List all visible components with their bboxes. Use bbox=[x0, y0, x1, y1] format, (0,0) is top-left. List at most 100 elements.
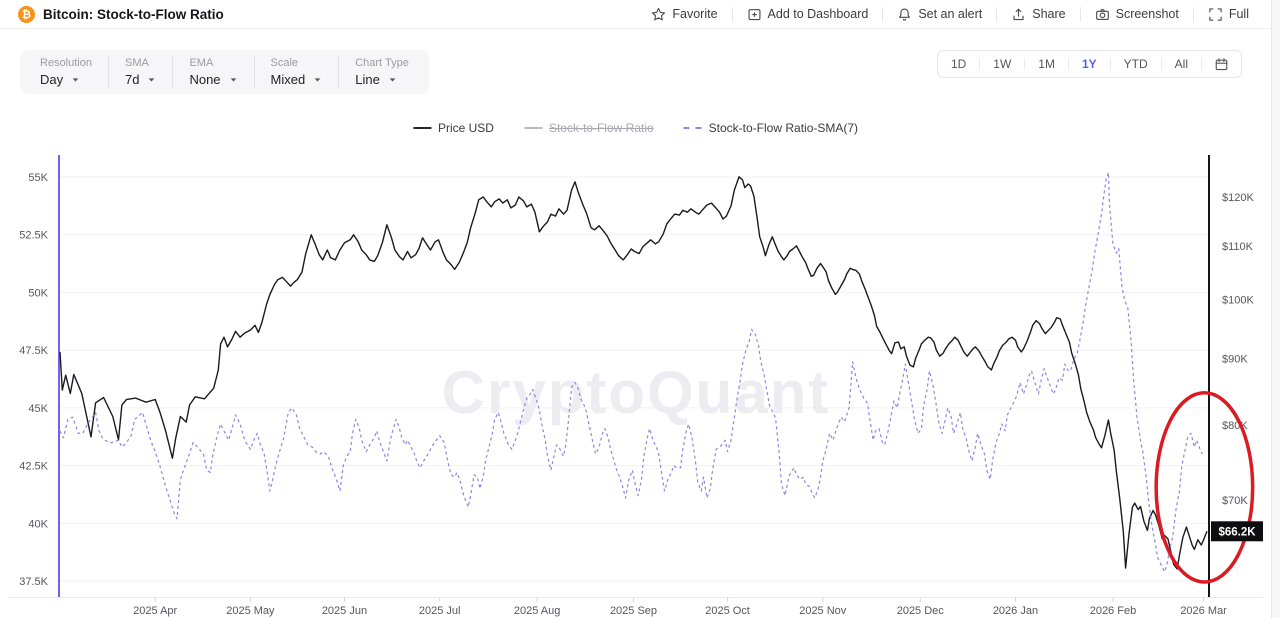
control-sma[interactable]: SMA 7d bbox=[107, 56, 172, 88]
divider bbox=[731, 6, 733, 22]
last-price-label: $66.2K bbox=[1218, 526, 1256, 538]
caret-down-icon bbox=[72, 77, 79, 82]
divider bbox=[1067, 58, 1069, 70]
action-screenshot[interactable]: Screenshot bbox=[1081, 7, 1193, 22]
star-icon bbox=[652, 7, 666, 20]
action-label: Set an alert bbox=[918, 7, 983, 21]
legend-item-stock-to-flow-ratio-sma-7-[interactable]: Stock-to-Flow Ratio-SMA(7) bbox=[683, 121, 859, 135]
left-axis-label: 45K bbox=[28, 403, 48, 415]
control-value: 7d bbox=[125, 72, 156, 87]
control-label: Resolution bbox=[40, 57, 92, 69]
caret-down-icon bbox=[230, 77, 236, 82]
control-value: Day bbox=[40, 72, 92, 87]
divider bbox=[1024, 58, 1026, 70]
divider bbox=[882, 6, 884, 22]
control-resolution[interactable]: Resolution Day bbox=[24, 56, 108, 88]
right-axis-label: $110K bbox=[1222, 241, 1254, 253]
left-axis-label: 42.5K bbox=[19, 461, 48, 473]
range-option-1m[interactable]: 1M bbox=[1038, 57, 1055, 71]
left-axis-label: 40K bbox=[28, 518, 48, 530]
control-ema[interactable]: EMA None bbox=[172, 56, 253, 88]
last-price-badge bbox=[1211, 521, 1263, 542]
bell-icon bbox=[899, 8, 911, 21]
share-icon bbox=[1013, 8, 1024, 20]
price-line bbox=[59, 176, 1208, 570]
right-axis-label: $100K bbox=[1222, 294, 1254, 306]
legend-label: Stock-to-Flow Ratio bbox=[548, 121, 654, 135]
range-selector: 1D 1W 1M 1Y YTD All bbox=[936, 50, 1242, 78]
divider bbox=[1201, 58, 1202, 70]
legend-label: Price USD bbox=[437, 121, 494, 135]
range-option-all[interactable]: All bbox=[1174, 57, 1188, 71]
header-actions: Favorite Add to Dashboard Set an alert Shar… bbox=[637, 6, 1263, 22]
control-value: Mixed bbox=[271, 72, 323, 87]
date-picker-button[interactable] bbox=[1202, 57, 1241, 72]
caret-down-icon bbox=[314, 77, 321, 82]
legend-item-stock-to-flow-ratio[interactable]: Stock-to-Flow Ratio bbox=[523, 121, 654, 135]
legend-item-price-usd[interactable]: Price USD bbox=[412, 121, 494, 135]
x-axis-label: 2025 Oct bbox=[705, 605, 750, 617]
title-group: ₿ Bitcoin: Stock-to-Flow Ratio bbox=[18, 5, 224, 23]
action-full[interactable]: Full bbox=[1194, 7, 1263, 22]
sma-line bbox=[59, 171, 1203, 573]
action-label: Add to Dashboard bbox=[767, 7, 869, 21]
x-axis-label: 2025 Aug bbox=[514, 605, 561, 617]
x-axis-label: 2025 Jul bbox=[419, 605, 461, 617]
control-scale[interactable]: Scale Mixed bbox=[253, 56, 339, 88]
legend-swatch bbox=[412, 127, 431, 129]
x-axis-label: 2026 Jan bbox=[993, 605, 1038, 617]
action-share[interactable]: Share bbox=[997, 7, 1079, 22]
range-option-1y[interactable]: 1Y bbox=[1081, 57, 1097, 71]
control-value: Line bbox=[355, 72, 409, 87]
x-axis-label: 2025 Sep bbox=[610, 605, 657, 617]
toolbar-row: Resolution Day SMA 7d EMA None Scale Mixed Chart… bbox=[0, 29, 1271, 94]
action-set-an-alert[interactable]: Set an alert bbox=[883, 7, 996, 22]
action-label: Share bbox=[1032, 7, 1066, 21]
divider bbox=[1160, 58, 1162, 70]
legend-swatch bbox=[523, 127, 542, 129]
x-axis-label: 2025 Jun bbox=[322, 605, 367, 617]
left-axis-label: 47.5K bbox=[19, 345, 48, 357]
control-label: Scale bbox=[270, 57, 299, 69]
action-label: Favorite bbox=[672, 7, 718, 21]
caret-down-icon bbox=[149, 77, 155, 82]
x-axis-label: 2025 Dec bbox=[897, 605, 945, 617]
range-option-ytd[interactable]: YTD bbox=[1123, 57, 1148, 71]
action-label: Full bbox=[1228, 7, 1249, 21]
bitcoin-icon: ₿ bbox=[18, 5, 35, 23]
calendar-icon bbox=[1215, 57, 1228, 70]
camera-icon bbox=[1095, 8, 1109, 20]
chart-controls: Resolution Day SMA 7d EMA None Scale Mixed Chart… bbox=[20, 50, 429, 94]
divider bbox=[1109, 58, 1111, 70]
divider bbox=[1079, 6, 1081, 22]
x-axis-label: 2026 Feb bbox=[1090, 605, 1136, 617]
dashboard-icon bbox=[748, 8, 761, 20]
action-favorite[interactable]: Favorite bbox=[637, 7, 731, 22]
full-icon bbox=[1209, 7, 1222, 21]
caret-down-icon bbox=[389, 77, 396, 82]
left-axis-label: 52.5K bbox=[19, 230, 48, 242]
page-header: ₿ Bitcoin: Stock-to-Flow Ratio Favorite A… bbox=[0, 0, 1271, 29]
right-axis-label: $90K bbox=[1222, 354, 1248, 366]
left-axis-label: 37.5K bbox=[19, 576, 48, 588]
annotation-ellipse bbox=[1154, 391, 1255, 584]
divider bbox=[979, 58, 981, 70]
x-axis-label: 2025 Apr bbox=[133, 605, 177, 617]
chart-legend: Price USD Stock-to-Flow Ratio Stock-to-Flo… bbox=[412, 121, 859, 135]
action-add-to-dashboard[interactable]: Add to Dashboard bbox=[733, 7, 883, 22]
legend-swatch bbox=[683, 127, 702, 129]
left-axis-label: 50K bbox=[28, 287, 48, 299]
legend-label: Stock-to-Flow Ratio-SMA(7) bbox=[708, 121, 859, 135]
range-option-1d[interactable]: 1D bbox=[950, 57, 967, 71]
range-option-1w[interactable]: 1W bbox=[993, 57, 1012, 71]
control-label: SMA bbox=[124, 57, 149, 69]
right-axis-label: $120K bbox=[1222, 192, 1254, 204]
control-label: Chart Type bbox=[355, 57, 409, 69]
control-value: None bbox=[189, 72, 237, 87]
control-chart-type[interactable]: Chart Type Line bbox=[338, 56, 425, 88]
right-axis-label: $70K bbox=[1222, 495, 1248, 507]
divider bbox=[996, 6, 998, 22]
x-axis-label: 2026 Mar bbox=[1180, 605, 1227, 617]
